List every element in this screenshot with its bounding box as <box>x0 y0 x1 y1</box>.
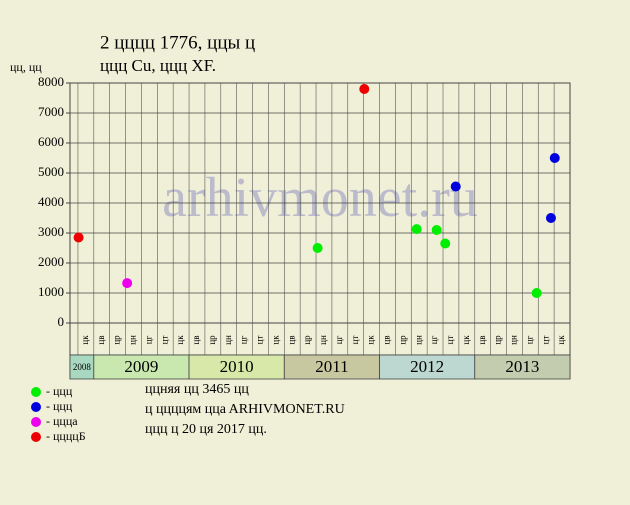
x-tick-label: цг <box>239 335 249 344</box>
y-axis-label: цц, цц <box>10 60 42 74</box>
y-tick-label: 1000 <box>38 284 64 299</box>
legend-name: цццa <box>53 414 78 428</box>
y-tick-label: 2000 <box>38 254 64 269</box>
chart-subtitle: ццц Cu, ццц XF. <box>100 56 216 75</box>
data-point <box>359 84 370 94</box>
x-tick-label: цг <box>429 335 439 344</box>
legend-marker <box>31 432 41 442</box>
x-tick-label: цг <box>143 335 153 344</box>
data-point <box>531 288 542 298</box>
note: ц ццццям ццa ARHIVMONET.RU <box>145 402 345 417</box>
data-point <box>440 238 451 249</box>
x-tick-label: цк <box>175 335 185 345</box>
x-tick-label: цт <box>350 336 360 345</box>
x-tick-label: цн <box>413 335 423 345</box>
x-tick-label: цр <box>207 335 217 345</box>
y-tick-label: 3000 <box>38 224 64 239</box>
x-tick-label: цн <box>509 335 519 345</box>
x-tick-label: цв <box>286 335 296 344</box>
year-box <box>93 354 190 380</box>
y-tick-label: 6000 <box>38 134 64 149</box>
x-tick-label: цн <box>223 335 233 345</box>
x-tick-label: цт <box>255 336 265 345</box>
x-tick-label: цк <box>556 335 566 345</box>
x-tick-label: цт <box>159 336 169 345</box>
x-tick-label: цн <box>318 335 328 345</box>
x-tick-label: цк <box>461 335 471 345</box>
year-label: 2008 <box>73 362 92 372</box>
watermark: arhivmonet.ru <box>162 167 478 229</box>
legend-marker <box>31 387 41 397</box>
x-tick-label: цт <box>445 336 455 345</box>
data-point <box>73 232 84 243</box>
y-tick-label: 4000 <box>38 194 64 209</box>
x-tick-label: цк <box>366 335 376 345</box>
year-label: 2012 <box>410 357 444 376</box>
note: ццц ц 20 ця 2017 цц. <box>145 422 267 437</box>
note: ццняя цц 3465 цц <box>145 382 249 397</box>
data-point <box>545 213 556 223</box>
x-tick-label: цв <box>96 335 106 344</box>
data-point <box>312 243 323 253</box>
year-box <box>474 354 571 380</box>
legend-marker <box>31 417 41 427</box>
legend-label: - ццццБ <box>46 429 86 443</box>
y-tick-label: 8000 <box>38 74 64 89</box>
legend-label: - ццц <box>46 384 73 398</box>
x-tick-label: цг <box>524 335 534 344</box>
x-tick-label: цк <box>270 335 280 345</box>
data-point <box>122 278 133 289</box>
data-point <box>450 181 461 192</box>
y-tick-label: 5000 <box>38 164 64 179</box>
x-tick-label: цк <box>80 335 90 345</box>
data-point <box>549 153 560 163</box>
legend-prefix: - <box>46 399 53 413</box>
legend-name: ццц <box>53 384 73 398</box>
x-tick-label: цг <box>334 335 344 344</box>
year-label: 2009 <box>124 357 158 376</box>
year-box <box>283 354 380 380</box>
year-label: 2011 <box>315 357 348 376</box>
legend-prefix: - <box>46 384 53 398</box>
legend-prefix: - <box>46 414 53 428</box>
x-tick-label: цр <box>112 335 122 345</box>
x-tick-label: цр <box>397 335 407 345</box>
year-box <box>379 354 476 380</box>
x-tick-label: цр <box>302 335 312 345</box>
x-tick-label: цр <box>493 335 503 345</box>
x-tick-label: цт <box>540 336 550 345</box>
y-tick-label: 0 <box>58 314 65 329</box>
legend-prefix: - <box>46 429 53 443</box>
legend-label: - цццa <box>46 414 78 428</box>
data-point <box>411 224 422 235</box>
y-tick-label: 7000 <box>38 104 64 119</box>
legend-name: ццц <box>53 399 73 413</box>
year-label: 2013 <box>505 357 539 376</box>
x-tick-label: цн <box>128 335 138 345</box>
x-tick-label: цв <box>191 335 201 344</box>
legend-name: ццццБ <box>53 429 86 443</box>
year-label: 2010 <box>220 357 254 376</box>
chart-title: 2 цццц 1776, ццы ц <box>100 32 255 53</box>
x-tick-label: цв <box>382 335 392 344</box>
legend-marker <box>31 402 41 412</box>
data-point <box>431 225 442 235</box>
x-tick-label: цв <box>477 335 487 344</box>
legend-label: - ццц <box>46 399 73 413</box>
